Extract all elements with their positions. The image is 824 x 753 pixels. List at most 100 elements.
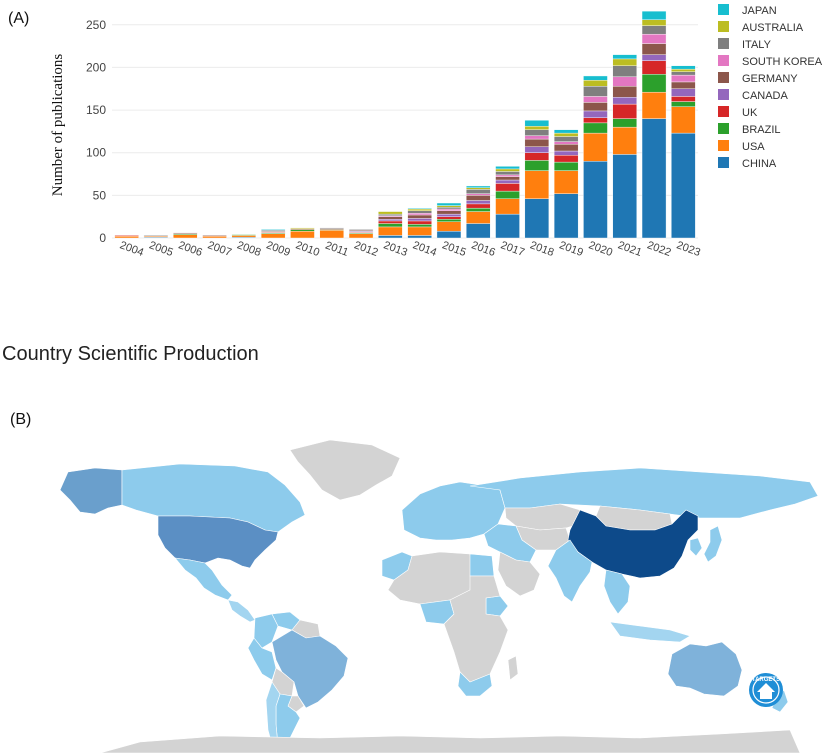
bar-segment-brazil-2023 xyxy=(671,101,696,107)
region-antarctica xyxy=(99,729,801,753)
bar-segment-uk-2022 xyxy=(641,60,667,75)
legend-swatch-usa xyxy=(718,140,729,151)
x-tick-label: 2016 xyxy=(470,239,497,259)
bar-segment-germany-2019 xyxy=(553,143,579,152)
bar-segment-uk-2013 xyxy=(378,220,403,224)
legend-swatch-uk xyxy=(718,106,729,117)
bar-segment-usa-2021 xyxy=(612,126,637,155)
bar-segment-italy-2021 xyxy=(612,65,637,78)
bar-segment-china-2013 xyxy=(378,235,403,239)
bar-segment-south-korea-2014 xyxy=(407,213,432,216)
bar-segment-usa-2022 xyxy=(641,91,667,119)
map-title: Country Scientific Production xyxy=(2,343,259,365)
bar-segment-brazil-2013 xyxy=(378,223,403,228)
bar-segment-south-korea-2022 xyxy=(641,33,667,44)
bar-segment-germany-2015 xyxy=(436,210,462,215)
y-axis-label: Number of publications xyxy=(50,54,66,197)
bar-segment-south-korea-2019 xyxy=(553,141,579,145)
bar-segment-brazil-2010 xyxy=(290,229,315,232)
legend-label-south-korea: SOUTH KOREA xyxy=(742,56,823,68)
bar-segment-uk-2017 xyxy=(495,183,520,192)
bar-segment-usa-2017 xyxy=(495,198,520,215)
legend-label-china: CHINA xyxy=(742,158,777,170)
region-australia xyxy=(667,641,743,697)
bar-segment-australia-2016 xyxy=(466,187,491,190)
bar-segment-uk-2014 xyxy=(407,220,432,225)
x-tick-label: 2008 xyxy=(235,239,262,259)
bar-segment-japan-2017 xyxy=(495,166,520,170)
bar-segment-italy-2014 xyxy=(407,210,432,214)
bar-segment-usa-2013 xyxy=(378,226,403,236)
bar-segment-china-2023 xyxy=(671,132,696,239)
bar-segment-japan-2020 xyxy=(583,75,608,81)
bar-segment-italy-2020 xyxy=(583,85,608,97)
bar-segment-australia-2013 xyxy=(378,211,403,215)
world-map: TARGETS xyxy=(59,439,819,753)
bar-segment-uk-2021 xyxy=(612,103,637,119)
logo-text: TARGETS xyxy=(752,677,780,683)
bar-segment-germany-2018 xyxy=(524,138,550,147)
bar-segment-italy-2017 xyxy=(495,171,520,176)
bar-segment-germany-2007 xyxy=(202,235,227,237)
bar-segment-brazil-2022 xyxy=(641,74,667,93)
bar-segment-usa-2016 xyxy=(466,211,491,224)
y-tick-label: 150 xyxy=(86,103,106,117)
bar-segment-germany-2013 xyxy=(378,216,403,220)
bar-segment-usa-2019 xyxy=(553,170,579,194)
bar-segment-usa-2009 xyxy=(260,233,286,239)
bar-segment-australia-2021 xyxy=(612,58,637,66)
region-mexico xyxy=(174,557,233,601)
region-egypt xyxy=(469,553,495,577)
bar-segment-germany-2017 xyxy=(495,176,520,181)
x-tick-label: 2017 xyxy=(499,239,526,259)
bar-segment-australia-2019 xyxy=(553,132,579,137)
y-tick-label: 100 xyxy=(86,146,106,160)
bar-segment-usa-2004 xyxy=(114,236,139,239)
bar-segment-usa-2020 xyxy=(583,132,608,162)
bar-segment-italy-2016 xyxy=(466,189,491,194)
bar-segment-china-2017 xyxy=(495,213,520,239)
bar-segment-italy-2023 xyxy=(671,71,696,76)
bar-segment-brazil-2021 xyxy=(612,118,637,128)
bar-segment-canada-2016 xyxy=(466,200,491,205)
bar-segment-south-korea-2021 xyxy=(612,76,637,87)
bar-segment-south-korea-2020 xyxy=(583,96,608,103)
region-middle-east xyxy=(483,523,537,563)
legend-label-uk: UK xyxy=(742,107,758,119)
bar-segment-canada-2015 xyxy=(436,213,462,217)
bar-segment-japan-2021 xyxy=(612,54,637,60)
bar-segment-usa-2018 xyxy=(524,170,550,199)
bar-segment-uk-2023 xyxy=(671,96,696,102)
bar-segment-china-2018 xyxy=(524,198,550,239)
bar-segment-china-2016 xyxy=(466,223,491,239)
bar-segment-italy-2015 xyxy=(436,207,462,210)
bar-segment-south-korea-2017 xyxy=(495,174,520,177)
legend-label-usa: USA xyxy=(742,141,765,153)
bar-segment-canada-2017 xyxy=(495,179,520,184)
bar-segment-usa-2010 xyxy=(290,230,315,239)
x-tick-label: 2011 xyxy=(324,239,350,258)
region-central-america xyxy=(227,599,256,623)
bar-segment-china-2015 xyxy=(436,230,462,239)
x-tick-label: 2015 xyxy=(440,239,467,259)
bar-segment-germany-2022 xyxy=(641,43,667,55)
legend-swatch-south-korea xyxy=(718,55,729,66)
bar-segment-japan-2015 xyxy=(436,202,462,206)
bar-segment-uk-2004 xyxy=(114,235,139,237)
x-tick-label: 2020 xyxy=(587,239,614,259)
panel-b: Country Scientific Production (B) xyxy=(0,335,824,753)
x-tick-label: 2023 xyxy=(675,239,702,259)
bar-segment-uk-2020 xyxy=(583,117,608,124)
bar-segment-usa-2008 xyxy=(231,235,257,238)
bar-segment-usa-2015 xyxy=(436,221,462,232)
panel-a-label: (A) xyxy=(8,10,30,27)
legend-swatch-japan xyxy=(718,4,729,15)
bar-segment-germany-2023 xyxy=(671,81,696,89)
region-southeast-asia xyxy=(603,569,631,615)
legend-swatch-brazil xyxy=(718,123,729,134)
region-ethiopia xyxy=(485,595,509,617)
x-tick-label: 2018 xyxy=(528,239,555,259)
legend-swatch-canada xyxy=(718,89,729,100)
bar-segment-usa-2012 xyxy=(348,233,374,239)
